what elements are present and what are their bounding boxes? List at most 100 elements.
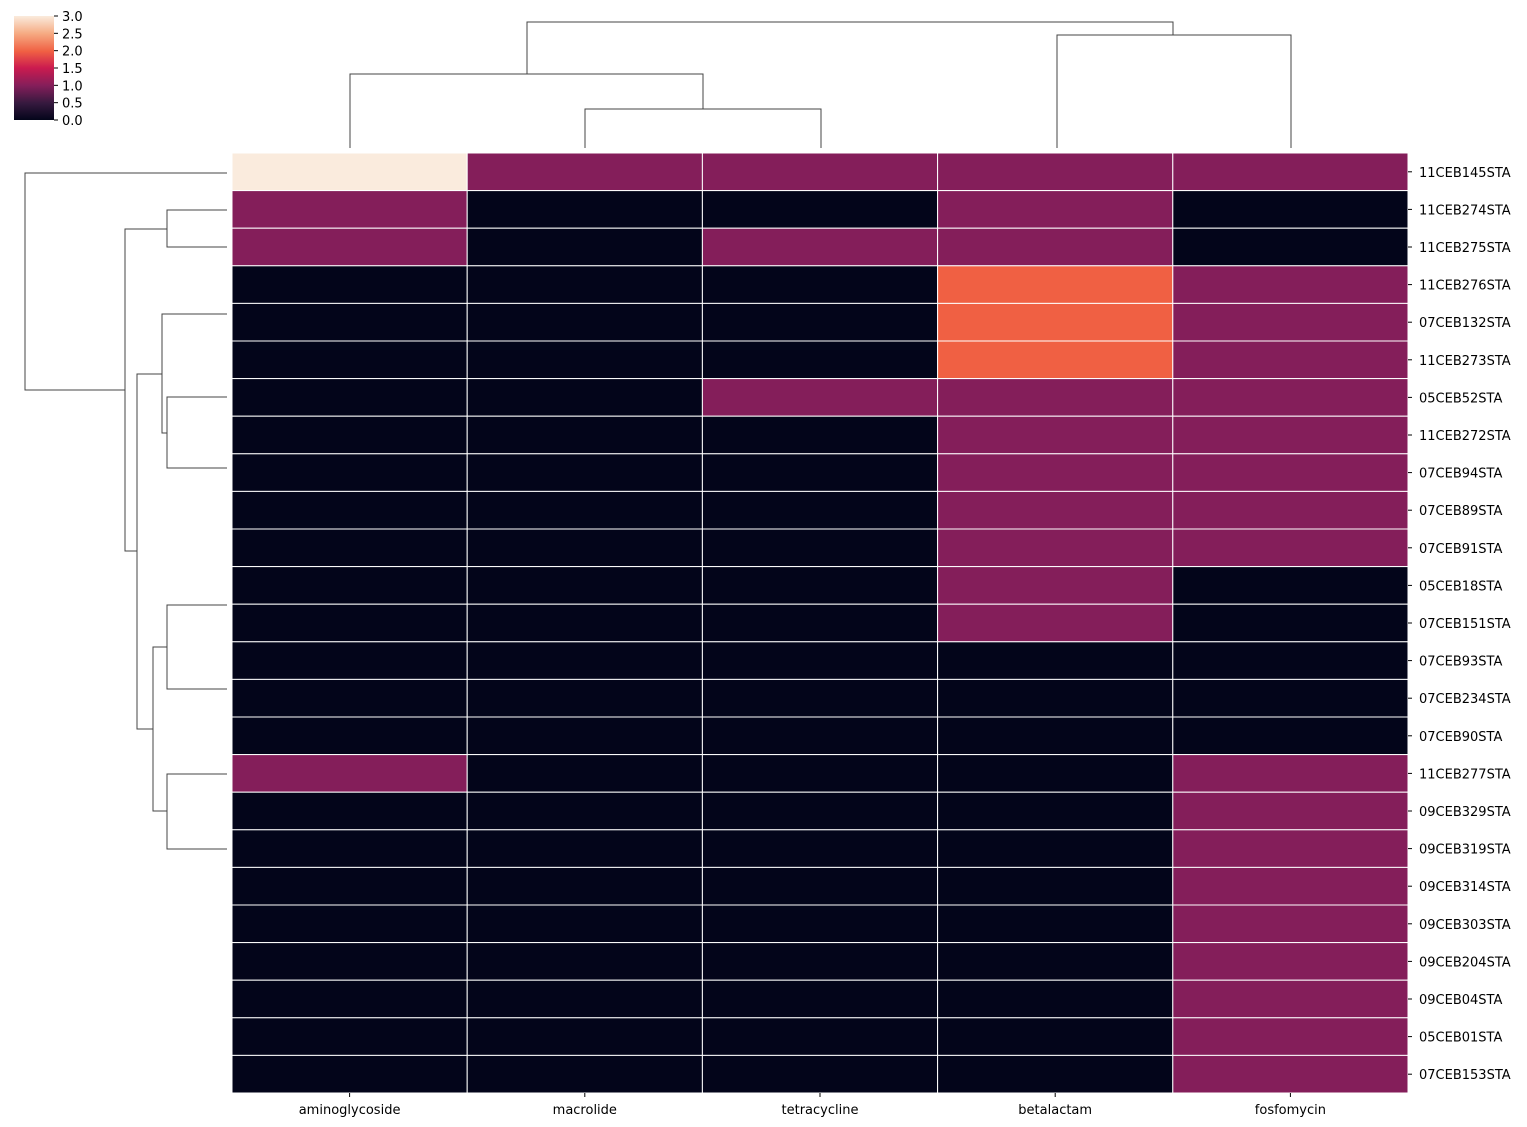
row-dendrogram-link xyxy=(166,604,227,690)
colorbar-gradient xyxy=(14,16,54,120)
heatmap-cell xyxy=(466,415,703,455)
heatmap-cell xyxy=(701,603,939,643)
heatmap-cell xyxy=(937,1054,1174,1094)
heatmap-cell xyxy=(701,641,939,680)
row-label: 11CEB277STA xyxy=(1419,767,1511,782)
heatmap-cell xyxy=(231,1017,468,1056)
heatmap-cell xyxy=(701,904,939,944)
heatmap-cell xyxy=(466,566,703,605)
row-dendrogram-link xyxy=(24,172,227,391)
heatmap-cell xyxy=(937,603,1174,643)
row-label: 07CEB153STA xyxy=(1419,1068,1511,1083)
heatmap-cell xyxy=(701,716,939,756)
row-label: 07CEB91STA xyxy=(1419,542,1502,557)
heatmap-cell xyxy=(466,490,703,530)
row-label: 11CEB273STA xyxy=(1419,354,1511,369)
heatmap-cell xyxy=(466,152,703,192)
heatmap-cell xyxy=(701,227,939,267)
row-label: 05CEB01STA xyxy=(1419,1031,1502,1046)
heatmap-cell xyxy=(466,528,703,568)
heatmap-cell xyxy=(231,829,468,868)
heatmap-cell xyxy=(231,340,468,380)
row-label: 05CEB52STA xyxy=(1419,391,1502,406)
heatmap-cell xyxy=(937,641,1174,680)
heatmap-cell xyxy=(701,453,939,492)
heatmap-cell xyxy=(231,528,468,568)
row-label: 09CEB204STA xyxy=(1419,955,1511,970)
heatmap-cell xyxy=(231,641,468,680)
heatmap-cell xyxy=(1172,490,1409,530)
heatmap-cell xyxy=(701,490,939,530)
colorbar: 0.0 0.5 1.0 1.5 2.0 2.5 3.0 xyxy=(14,10,83,129)
heatmap-cell xyxy=(466,1017,703,1056)
heatmap-cell xyxy=(231,979,468,1019)
heatmap-cell xyxy=(1172,265,1409,304)
row-label: 09CEB314STA xyxy=(1419,880,1511,895)
row-label: 11CEB275STA xyxy=(1419,241,1511,256)
colorbar-tick-label: 0.0 xyxy=(62,114,83,129)
heatmap-cell xyxy=(937,566,1174,605)
heatmap-cell xyxy=(1172,302,1409,342)
colorbar-tick-label: 1.5 xyxy=(62,62,83,77)
heatmap-cell xyxy=(937,942,1174,981)
heatmap-cell xyxy=(466,866,703,906)
heatmap-cell xyxy=(1172,716,1409,756)
heatmap-cell xyxy=(937,453,1174,492)
heatmap-cell xyxy=(466,942,703,981)
column-dendrogram-link xyxy=(526,21,1174,74)
heatmap-cell xyxy=(701,528,939,568)
row-label: 07CEB89STA xyxy=(1419,504,1502,519)
heatmap-cell xyxy=(937,302,1174,342)
heatmap-cell xyxy=(701,378,939,417)
row-label: 05CEB18STA xyxy=(1419,579,1502,594)
heatmap-cell xyxy=(231,152,468,192)
heatmap-cell xyxy=(1172,528,1409,568)
row-label: 07CEB93STA xyxy=(1419,655,1502,670)
column-dendrogram xyxy=(349,21,1292,148)
heatmap-cell xyxy=(937,190,1174,229)
heatmap-cell xyxy=(937,866,1174,906)
colorbar-tick-label: 0.5 xyxy=(62,97,83,112)
heatmap-cell xyxy=(1172,641,1409,680)
heatmap-cell xyxy=(466,227,703,267)
row-dendrogram-link xyxy=(152,646,167,812)
row-label: 09CEB04STA xyxy=(1419,993,1502,1008)
heatmap-cell xyxy=(701,415,939,455)
colorbar-tick-label: 2.5 xyxy=(62,27,83,42)
heatmap-cell xyxy=(466,340,703,380)
colorbar-tick-label: 1.0 xyxy=(62,79,83,94)
heatmap-cell xyxy=(231,265,468,304)
heatmap-cell xyxy=(937,678,1174,718)
heatmap-cell xyxy=(937,1017,1174,1056)
heatmap-cell xyxy=(231,190,468,229)
heatmap-cell xyxy=(701,678,939,718)
heatmap-cell xyxy=(231,566,468,605)
row-label: 11CEB274STA xyxy=(1419,203,1511,218)
heatmap-cell xyxy=(1172,190,1409,229)
heatmap-cell xyxy=(701,340,939,380)
row-dendrogram xyxy=(24,172,227,850)
row-label: 07CEB234STA xyxy=(1419,692,1511,707)
heatmap-cell xyxy=(937,754,1174,793)
heatmap-cell xyxy=(466,979,703,1019)
column-dendrogram-link xyxy=(1056,34,1292,148)
heatmap-cell xyxy=(1172,227,1409,267)
heatmap-cell xyxy=(1172,829,1409,868)
heatmap-cell xyxy=(937,528,1174,568)
heatmap-cell xyxy=(466,190,703,229)
heatmap-cell xyxy=(701,1054,939,1094)
heatmap-cell xyxy=(937,415,1174,455)
heatmap-cell xyxy=(466,678,703,718)
column-label: macrolide xyxy=(553,1103,617,1118)
heatmap-cell xyxy=(231,415,468,455)
heatmap-cell xyxy=(231,866,468,906)
heatmap-cell xyxy=(701,302,939,342)
heatmap-cell xyxy=(937,340,1174,380)
heatmap-cell xyxy=(701,866,939,906)
row-label: 07CEB132STA xyxy=(1419,316,1511,331)
row-label: 11CEB276STA xyxy=(1419,279,1511,294)
heatmap-cell xyxy=(466,904,703,944)
heatmap-cell xyxy=(1172,754,1409,793)
heatmap-cell xyxy=(937,979,1174,1019)
